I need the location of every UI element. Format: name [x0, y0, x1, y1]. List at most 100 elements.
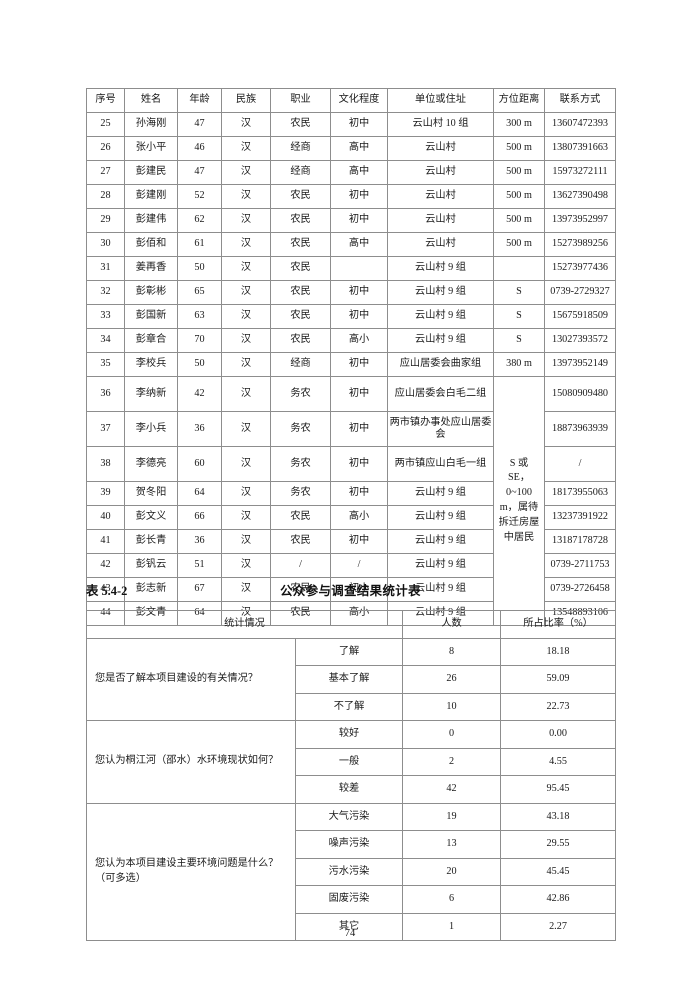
cell-occupation: 务农 [270, 411, 331, 447]
cell-age: 62 [177, 208, 222, 233]
cell-age: 65 [177, 280, 222, 305]
cell-ethnicity: 汉 [221, 136, 271, 161]
cell-occupation: 经商 [270, 160, 331, 185]
cell-ethnicity: 汉 [221, 481, 271, 506]
cell-no: 27 [86, 160, 125, 185]
table-row: 您认为桐江河（邵水）水环境现状如何？ 较好 0 0.00 [86, 720, 616, 804]
cell-contact: 13607472393 [544, 112, 616, 137]
cell-education: 初中 [330, 304, 388, 329]
page-number: 74 [344, 928, 356, 939]
cell-option-percent: 0.00 [500, 720, 616, 749]
col-header-situation: 统计情况 [86, 610, 403, 639]
cell-occupation: 务农 [270, 481, 331, 506]
cell-education: / [330, 553, 388, 578]
cell-option-label: 较差 [295, 775, 403, 804]
table-row: 28 彭建刚 52 汉农民 初中 云山村 500 m 13627390498 [86, 184, 616, 209]
cell-option-label: 污水污染 [295, 857, 403, 886]
cell-option-label: 不了解 [295, 692, 403, 721]
cell-option-percent: 45.45 [500, 857, 616, 886]
table-row: 41 彭长青 36 汉农民 初中 云山村 9 组 13187178728 [86, 529, 616, 554]
cell-distance: S [493, 280, 545, 305]
table-row: 43 彭志新 67 汉农民 初小 云山村 9 组 0739-2726458 [86, 577, 616, 602]
cell-option-label: 固废污染 [295, 885, 403, 914]
cell-no: 33 [86, 304, 125, 329]
cell-occupation: 农民 [270, 529, 331, 554]
cell-contact: 15675918509 [544, 304, 616, 329]
cell-contact: 15973272111 [544, 160, 616, 185]
cell-option-percent: 43.18 [500, 802, 616, 831]
cell-distance: 500 m [493, 136, 545, 161]
cell-education: 初中 [330, 411, 388, 447]
cell-address: 云山村 [387, 208, 494, 233]
stats-table-body: 您是否了解本项目建设的有关情况？ 了解 8 18.18 基本了解 26 59.09 不了解 10… [86, 637, 616, 941]
table-row: 31 姜再香 50 汉农民 云山村 9 组 15273977436 [86, 256, 616, 281]
cell-age: 46 [177, 136, 222, 161]
cell-contact: 13973952149 [544, 352, 616, 377]
cell-option-label: 基本了解 [295, 665, 403, 694]
residents-table-body: 25 孙海刚 47 汉农民 初中 云山村 10 组 300 m 13607472393 26 张小… [86, 112, 616, 626]
table-row: 32 彭彰彬 65 汉农民 初中 云山村 9 组 S 0739-2729327 [86, 280, 616, 305]
table-row: 26 张小平 46 汉经商 高中 云山村 500 m 13807391663 [86, 136, 616, 161]
cell-contact: 15273989256 [544, 232, 616, 257]
cell-address: 云山村 9 组 [387, 577, 494, 602]
cell-ethnicity: 汉 [221, 553, 271, 578]
residents-table-header: 序号 姓名 年龄 民族 职业 文化程度 单位或住址 方位距离 联系方式 [86, 88, 616, 113]
cell-ethnicity: 汉 [221, 280, 271, 305]
cell-address: 云山村 9 组 [387, 529, 494, 554]
cell-age: 50 [177, 256, 222, 281]
cell-age: 61 [177, 232, 222, 257]
cell-address: 云山村 9 组 [387, 328, 494, 353]
table-header-row: 序号 姓名 年龄 民族 职业 文化程度 单位或住址 方位距离 联系方式 [86, 88, 616, 113]
table-row: 25 孙海刚 47 汉农民 初中 云山村 10 组 300 m 13607472393 [86, 112, 616, 137]
cell-ethnicity: 汉 [221, 529, 271, 554]
cell-address: 云山村 9 组 [387, 481, 494, 506]
cell-occupation: / [270, 553, 331, 578]
cell-contact: 15080909480 [544, 376, 616, 412]
cell-name: 彭文义 [124, 505, 178, 530]
cell-education: 高中 [330, 160, 388, 185]
cell-no: 34 [86, 328, 125, 353]
cell-question: 您认为本项目建设主要环境问题是什么？（可多选） [86, 802, 296, 941]
cell-question: 您是否了解本项目建设的有关情况？ [86, 637, 296, 721]
cell-name: 李校兵 [124, 352, 178, 377]
cell-name: 彭长青 [124, 529, 178, 554]
col-header-ethnicity: 民族 [221, 88, 271, 113]
cell-no: 37 [86, 411, 125, 447]
table-row: 42 彭钒云 51 汉 / / 云山村 9 组 0739-2711753 [86, 553, 616, 578]
cell-distance: 500 m [493, 160, 545, 185]
cell-education: 初中 [330, 208, 388, 233]
cell-occupation: 农民 [270, 280, 331, 305]
cell-age: 50 [177, 352, 222, 377]
cell-contact: 0739-2726458 [544, 577, 616, 602]
cell-age: 66 [177, 505, 222, 530]
cell-question: 您认为桐江河（邵水）水环境现状如何？ [86, 720, 296, 804]
cell-option-count: 13 [402, 830, 501, 859]
cell-contact: 0739-2711753 [544, 553, 616, 578]
cell-occupation: 农民 [270, 505, 331, 530]
cell-contact: 0739-2729327 [544, 280, 616, 305]
cell-age: 36 [177, 411, 222, 447]
cell-option-label: 噪声污染 [295, 830, 403, 859]
table-row: 不了解 10 22.73 [87, 692, 616, 721]
cell-education: 初中 [330, 280, 388, 305]
table-row: 38 李德亮 60 汉务农 初中 两市镇应山白毛一组 / [86, 446, 616, 482]
cell-contact: 13027393572 [544, 328, 616, 353]
col-header-percent: 所占比率（%） [500, 610, 616, 639]
cell-occupation: 务农 [270, 376, 331, 412]
stats-table-header: 统计情况 人数 所占比率（%） [86, 610, 616, 639]
cell-ethnicity: 汉 [221, 232, 271, 257]
col-header-education: 文化程度 [330, 88, 388, 113]
cell-distance-merged: S 或 SE，0~100 m，属待拆迁房屋中居民 [493, 376, 545, 626]
cell-address: 两市镇应山白毛一组 [387, 446, 494, 482]
cell-address: 两市镇办事处应山居委会 [387, 411, 494, 447]
cell-education: 初中 [330, 529, 388, 554]
cell-distance: 300 m [493, 112, 545, 137]
cell-address: 云山村 [387, 160, 494, 185]
col-header-occupation: 职业 [270, 88, 331, 113]
cell-name: 贺冬阳 [124, 481, 178, 506]
cell-occupation: 农民 [270, 112, 331, 137]
cell-name: 李小兵 [124, 411, 178, 447]
cell-occupation: 经商 [270, 136, 331, 161]
cell-option-count: 20 [402, 857, 501, 886]
cell-age: 47 [177, 112, 222, 137]
